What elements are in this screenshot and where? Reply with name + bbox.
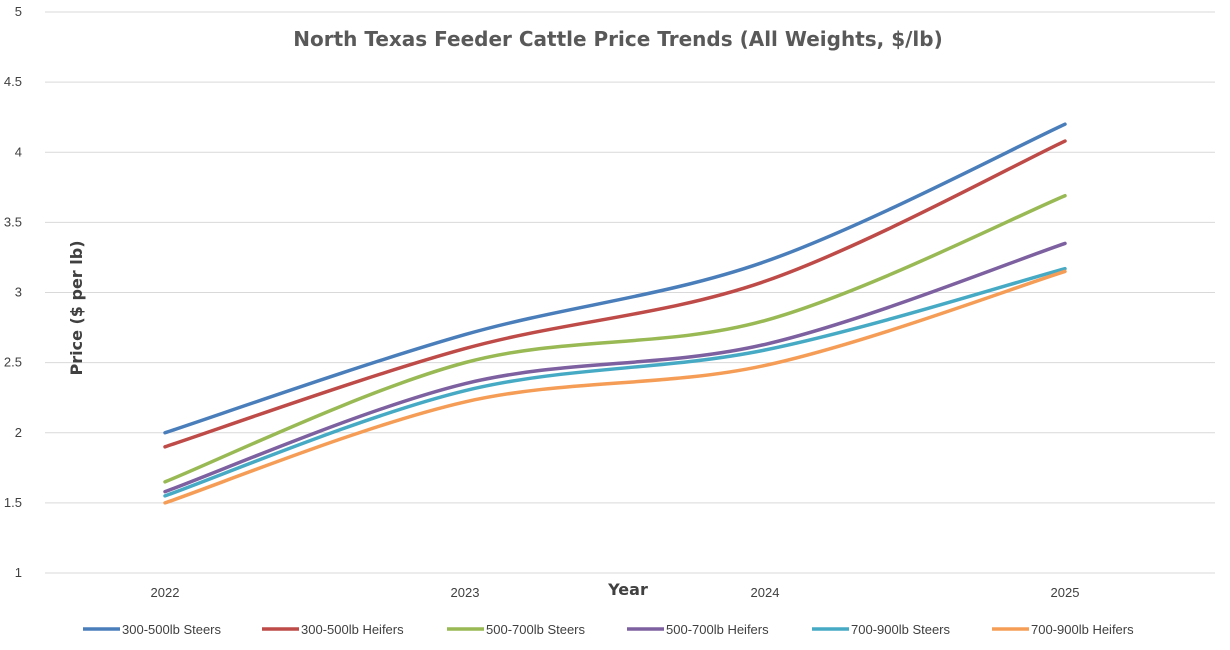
x-tick-label: 2023	[451, 585, 480, 600]
legend-label: 700-900lb Steers	[851, 622, 951, 637]
legend-label: 500-700lb Steers	[486, 622, 586, 637]
legend-label: 300-500lb Steers	[122, 622, 222, 637]
series-line-500-700lb-heifers	[163, 241, 1067, 494]
legend-label: 700-900lb Heifers	[1031, 622, 1134, 637]
y-tick-label: 2	[15, 425, 22, 440]
gridlines	[45, 11, 1215, 574]
series-line-500-700lb-steers	[163, 193, 1067, 484]
y-tick-label: 4	[15, 144, 22, 159]
y-tick-label: 4.5	[4, 74, 22, 89]
series-line-300-500lb-steers	[163, 122, 1067, 435]
legend-item-500-700lb-heifers: 500-700lb Heifers	[627, 622, 769, 637]
y-tick-label: 1.5	[4, 495, 22, 510]
legend-item-500-700lb-steers: 500-700lb Steers	[447, 622, 586, 637]
series-line-300-500lb-heifers	[163, 139, 1067, 449]
series-lines	[163, 122, 1067, 505]
legend: 300-500lb Steers 300-500lb Heifers 500-700…	[83, 622, 1134, 637]
y-axis-ticks: 1 1.5 2 2.5 3 3.5 4 4.5 5	[4, 4, 22, 580]
legend-item-300-500lb-steers: 300-500lb Steers	[83, 622, 222, 637]
legend-label: 500-700lb Heifers	[666, 622, 769, 637]
y-axis-title: Price ($ per lb)	[67, 240, 86, 375]
legend-label: 300-500lb Heifers	[301, 622, 404, 637]
series-line-700-900lb-heifers	[163, 269, 1067, 505]
y-tick-label: 3.5	[4, 214, 22, 229]
x-tick-label: 2025	[1051, 585, 1080, 600]
y-tick-label: 3	[15, 285, 22, 300]
x-tick-label: 2022	[151, 585, 180, 600]
x-axis-ticks: 2022 2023 2024 2025	[151, 585, 1080, 600]
x-axis-title: Year	[607, 580, 648, 599]
legend-item-300-500lb-heifers: 300-500lb Heifers	[262, 622, 404, 637]
y-tick-label: 2.5	[4, 355, 22, 370]
legend-item-700-900lb-steers: 700-900lb Steers	[812, 622, 951, 637]
chart-title: North Texas Feeder Cattle Price Trends (…	[293, 27, 943, 51]
y-tick-label: 5	[15, 4, 22, 19]
series-line-700-900lb-steers	[163, 266, 1067, 498]
legend-item-700-900lb-heifers: 700-900lb Heifers	[992, 622, 1134, 637]
x-tick-label: 2024	[751, 585, 780, 600]
y-tick-label: 1	[15, 565, 22, 580]
